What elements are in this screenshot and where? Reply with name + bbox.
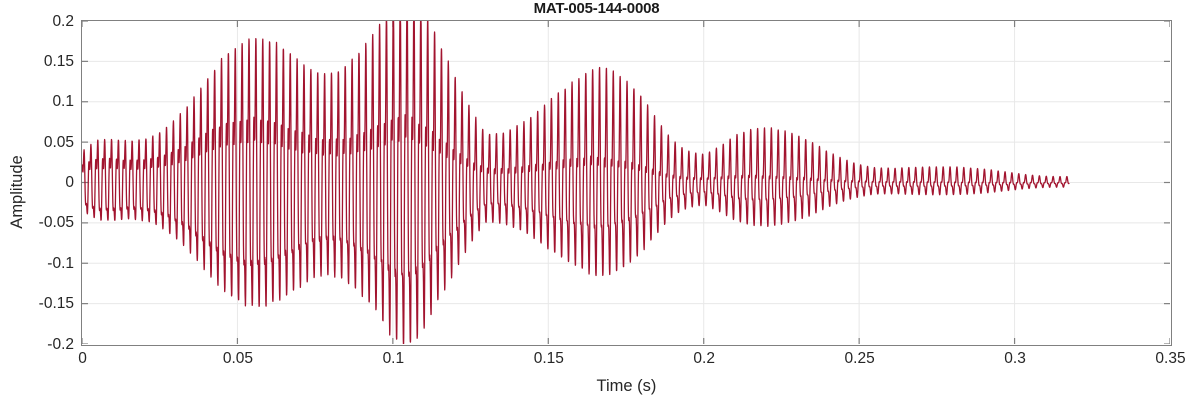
x-tick-label: 0.15 <box>533 350 564 367</box>
y-tick-label: 0.2 <box>52 12 74 30</box>
y-tick-label: 0.15 <box>43 52 74 70</box>
x-tick-label: 0.05 <box>222 350 254 367</box>
x-axis-label: Time (s) <box>596 377 657 395</box>
y-axis-label: Amplitude <box>8 155 26 229</box>
y-tick-label: -0.1 <box>47 254 74 272</box>
waveform-plot <box>82 21 1170 344</box>
x-tick-label: 0 <box>78 350 87 367</box>
y-tick-label: -0.15 <box>38 295 74 313</box>
y-tick-label: 0.05 <box>43 133 74 151</box>
y-tick-label: 0.1 <box>52 93 74 111</box>
y-tick-label: -0.05 <box>38 214 74 232</box>
tick-marks <box>82 21 1170 344</box>
y-axis-tick-labels: -0.2 -0.15 -0.1 -0.05 0 0.05 0.1 0.15 0.2 <box>0 13 74 352</box>
x-tick-label: 0.3 <box>1004 350 1026 367</box>
x-tick-label: 0.2 <box>693 350 715 367</box>
y-tick-label: -0.2 <box>47 335 74 353</box>
x-tick-label: 0.1 <box>382 350 405 367</box>
x-tick-label: 0.35 <box>1155 350 1186 367</box>
plot-area <box>81 20 1172 346</box>
x-axis-tick-labels: 0 0.05 0.1 0.15 0.2 0.25 0.3 0.35 <box>78 350 1185 371</box>
page-title: MAT-005-144-0008 <box>533 0 660 17</box>
y-tick-label: 0 <box>65 174 74 191</box>
x-tick-label: 0.25 <box>844 350 875 367</box>
